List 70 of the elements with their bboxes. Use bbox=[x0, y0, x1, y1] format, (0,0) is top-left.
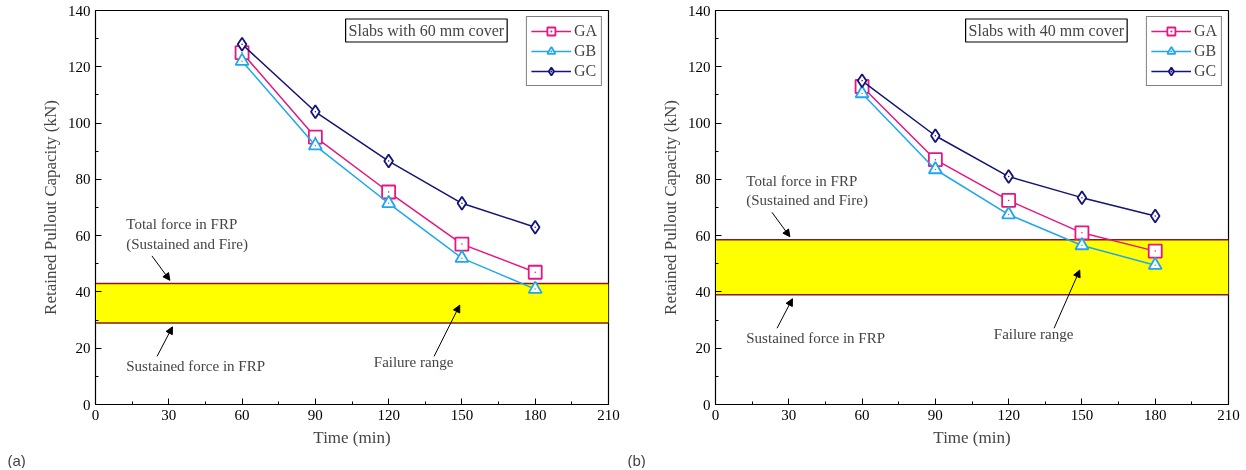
point bbox=[456, 195, 468, 211]
point bbox=[1001, 193, 1017, 208]
y-tick-label: 140 bbox=[688, 2, 711, 19]
point bbox=[529, 219, 541, 235]
point bbox=[307, 137, 323, 151]
ref-line-label: Sustained force in FRP bbox=[746, 329, 886, 346]
y-tick-label: 20 bbox=[695, 340, 711, 357]
ref-line-label: Total force in FRP (Sustained and Fire) bbox=[126, 216, 248, 253]
x-tick-label: 210 bbox=[597, 406, 620, 423]
point bbox=[1149, 208, 1161, 224]
x-tick-label: 150 bbox=[450, 406, 474, 423]
y-tick-label: 140 bbox=[68, 2, 91, 19]
x-tick-label: 120 bbox=[997, 406, 1020, 423]
x-tick-label: 120 bbox=[377, 406, 400, 423]
point bbox=[454, 249, 470, 263]
legend-label: GA bbox=[1193, 22, 1217, 40]
text: (b) bbox=[627, 451, 646, 469]
x-tick-label: 90 bbox=[307, 406, 323, 423]
point bbox=[1001, 206, 1017, 220]
y-tick-label: 80 bbox=[75, 171, 91, 188]
point bbox=[1003, 169, 1014, 184]
x-tick-label: 30 bbox=[781, 406, 797, 423]
x-tick-label: 150 bbox=[1070, 406, 1094, 423]
point bbox=[854, 85, 870, 99]
y-tick-label: 100 bbox=[688, 115, 711, 132]
text: (a) bbox=[7, 451, 26, 469]
point bbox=[1076, 190, 1088, 206]
x-tick-label: 30 bbox=[161, 406, 177, 423]
y-tick-label: 20 bbox=[75, 340, 91, 357]
x-tick-label: 210 bbox=[1217, 406, 1240, 423]
point bbox=[1074, 225, 1090, 241]
y-axis-title: Retained Pullout Capacity (kN) bbox=[661, 100, 680, 315]
ref-line-label: Sustained force in FRP bbox=[126, 358, 266, 375]
y-tick-label: 100 bbox=[68, 115, 91, 132]
point bbox=[381, 194, 397, 208]
legend-label: GB bbox=[573, 42, 597, 60]
y-tick-label: 40 bbox=[695, 283, 711, 300]
x-tick-label: 90 bbox=[927, 406, 943, 423]
point bbox=[1147, 256, 1163, 270]
point bbox=[927, 161, 943, 175]
y-tick-label: 40 bbox=[75, 283, 91, 300]
point bbox=[454, 236, 470, 252]
y-tick-label: 120 bbox=[68, 58, 91, 75]
y-tick-label: 120 bbox=[688, 58, 711, 75]
legend-label: GA bbox=[573, 22, 597, 40]
text: Slabs with 40 mm cover bbox=[968, 22, 1125, 40]
x-axis-title: Time (min) bbox=[313, 427, 391, 447]
x-tick-label: 60 bbox=[234, 406, 250, 423]
y-tick-label: 60 bbox=[695, 227, 711, 244]
legend-label: GB bbox=[1193, 42, 1217, 60]
y-tick-label: 60 bbox=[75, 227, 91, 244]
band-label: Failure range bbox=[993, 326, 1074, 343]
point bbox=[381, 184, 397, 200]
text: Slabs with 60 mm cover bbox=[348, 22, 505, 40]
point bbox=[527, 280, 543, 294]
y-tick-label: 80 bbox=[695, 171, 711, 188]
point bbox=[856, 73, 868, 89]
legend-label: GC bbox=[1193, 62, 1217, 80]
ref-line-label: Total force in FRP (Sustained and Fire) bbox=[746, 172, 868, 210]
x-axis-title: Time (min) bbox=[933, 427, 1011, 447]
point bbox=[1147, 243, 1163, 259]
x-tick-label: 180 bbox=[523, 406, 547, 423]
point bbox=[527, 264, 543, 280]
point bbox=[236, 36, 248, 52]
legend-label: GC bbox=[573, 62, 597, 80]
band-label: Failure range bbox=[373, 354, 454, 371]
point bbox=[1074, 237, 1090, 251]
x-tick-label: 60 bbox=[854, 406, 870, 423]
y-axis-title: Retained Pullout Capacity (kN) bbox=[41, 100, 60, 315]
x-tick-label: 180 bbox=[1143, 406, 1167, 423]
